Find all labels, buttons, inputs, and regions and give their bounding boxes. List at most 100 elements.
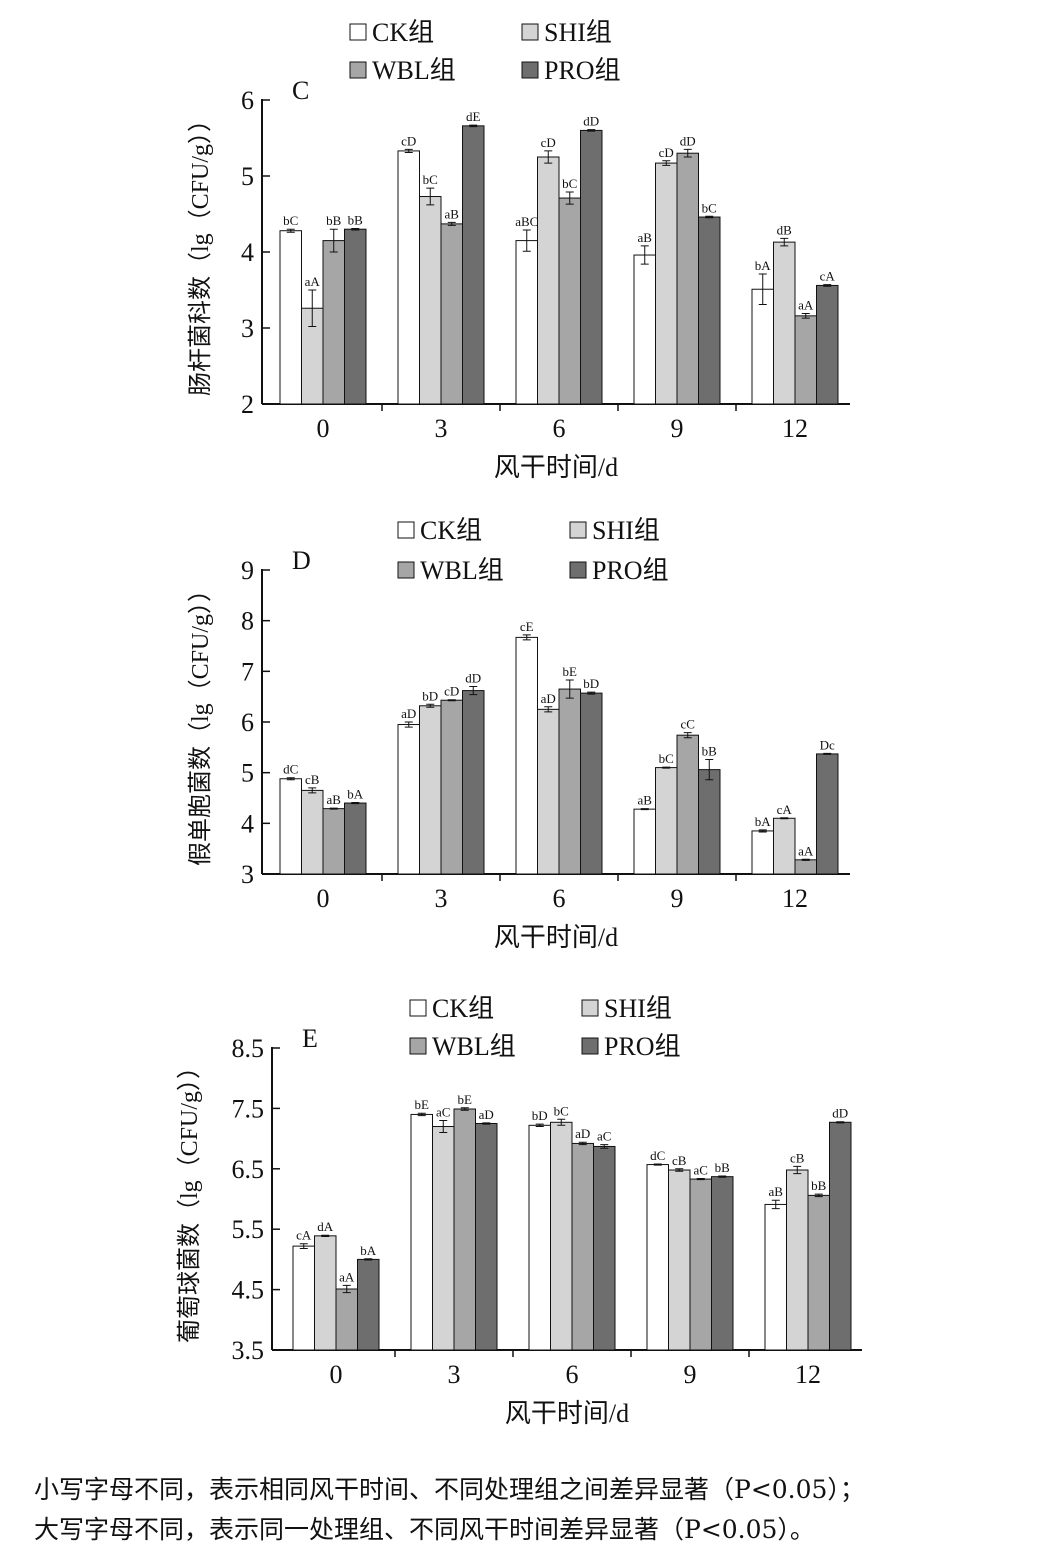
significance-label: bE	[415, 1097, 430, 1112]
error-bar	[544, 150, 553, 164]
bar	[593, 1145, 616, 1351]
significance-label: bD	[532, 1108, 548, 1123]
bar	[410, 1113, 433, 1351]
error-bar	[482, 1122, 491, 1125]
x-tick-label: 12	[782, 414, 808, 443]
bar	[807, 1194, 830, 1351]
x-tick-label: 3	[448, 1360, 461, 1389]
error-bar	[329, 807, 338, 810]
error-bar	[351, 802, 360, 805]
error-bar	[718, 1175, 727, 1178]
x-tick-label: 6	[553, 884, 566, 913]
bar	[829, 1121, 852, 1351]
error-bar	[364, 1258, 373, 1261]
bar	[633, 808, 656, 875]
significance-label: bB	[326, 213, 342, 228]
error-bar	[565, 679, 574, 699]
bar	[279, 230, 302, 405]
bar	[751, 288, 774, 405]
error-bar	[557, 1118, 566, 1126]
error-bar	[640, 245, 649, 265]
bar	[773, 817, 796, 875]
error-bar	[683, 148, 692, 158]
legend-label: PRO组	[604, 1032, 681, 1061]
significance-label: aB	[445, 206, 460, 221]
significance-label: dE	[466, 109, 481, 124]
x-tick-label: 12	[782, 884, 808, 913]
bar	[322, 240, 345, 405]
bar	[668, 1169, 691, 1351]
y-tick-label: 6	[241, 86, 254, 115]
significance-label: aD	[401, 706, 416, 721]
error-bar	[814, 1193, 823, 1198]
significance-label: bA	[347, 787, 364, 802]
bar	[432, 1126, 455, 1351]
significance-label: aB	[769, 1184, 784, 1199]
bar	[279, 778, 302, 875]
legend-swatch	[397, 561, 415, 579]
x-axis-title: 风干时间/d	[505, 1399, 629, 1428]
bar	[580, 129, 603, 405]
significance-label: Dc	[820, 737, 835, 752]
bar	[419, 196, 442, 405]
legend-label: PRO组	[592, 556, 669, 585]
legend-swatch	[349, 23, 367, 41]
bar	[794, 859, 817, 875]
significance-label: bA	[755, 814, 772, 829]
error-bar	[640, 808, 649, 811]
error-bar	[587, 691, 596, 695]
significance-label: bB	[715, 1160, 731, 1175]
significance-label: cB	[672, 1153, 687, 1168]
significance-label: aC	[597, 1129, 611, 1144]
legend-label: SHI组	[544, 18, 612, 47]
bar	[764, 1203, 787, 1351]
significance-label: bE	[563, 664, 578, 679]
error-bar	[342, 1284, 351, 1294]
bar	[440, 223, 463, 405]
significance-label: bC	[283, 213, 298, 228]
bar	[537, 708, 560, 875]
y-axis-title: 肠杆菌科数（lg（CFU/g））	[187, 108, 214, 396]
x-tick-label: 3	[435, 884, 448, 913]
significance-label: aBC	[515, 214, 538, 229]
bar	[357, 1258, 380, 1351]
significance-label: bC	[423, 172, 438, 187]
significance-label: bC	[562, 176, 577, 191]
error-bar	[801, 313, 810, 319]
significance-label: dD	[465, 671, 481, 686]
panel-letter: E	[302, 1024, 318, 1053]
bar	[528, 1124, 551, 1351]
significance-label: bD	[422, 688, 438, 703]
significance-label: dD	[832, 1106, 848, 1121]
significance-label: aB	[327, 792, 342, 807]
error-bar	[308, 787, 317, 794]
bar	[322, 808, 345, 875]
bar	[292, 1245, 315, 1351]
bar	[698, 769, 721, 875]
error-bar	[683, 732, 692, 739]
significance-label: cA	[820, 269, 836, 284]
x-tick-label: 0	[317, 414, 330, 443]
error-bar	[836, 1121, 845, 1124]
bar	[558, 688, 581, 875]
significance-label: aD	[541, 691, 556, 706]
y-tick-label: 5	[241, 759, 254, 788]
legend-label: SHI组	[592, 516, 660, 545]
significance-label: cD	[541, 135, 556, 150]
bar	[794, 315, 817, 405]
bar	[475, 1123, 498, 1351]
error-bar	[460, 1107, 469, 1111]
legend-label: WBL组	[432, 1032, 516, 1061]
error-bar	[662, 160, 671, 166]
error-bar	[705, 215, 714, 219]
y-tick-label: 6	[241, 708, 254, 737]
legend-swatch	[581, 999, 599, 1017]
x-tick-label: 6	[566, 1360, 579, 1389]
significance-label: bB	[348, 212, 364, 227]
bar	[676, 734, 699, 875]
error-bar	[758, 273, 767, 305]
error-bar	[758, 829, 767, 833]
significance-label: aB	[638, 793, 653, 808]
bar	[550, 1121, 573, 1351]
significance-label: cD	[401, 133, 416, 148]
